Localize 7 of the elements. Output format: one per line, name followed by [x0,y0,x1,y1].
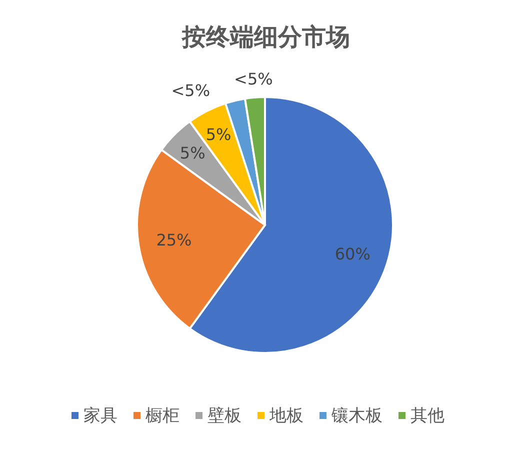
legend-label: 镶木板 [330,406,382,426]
legend-label: 家具 [84,406,118,426]
legend-label: 其他 [410,406,444,426]
legend-label: 壁板 [208,406,242,426]
chart-title: 按终端细分市场 [181,23,350,51]
legend-label: 地板 [268,406,304,426]
legend-label: 橱柜 [146,406,180,426]
